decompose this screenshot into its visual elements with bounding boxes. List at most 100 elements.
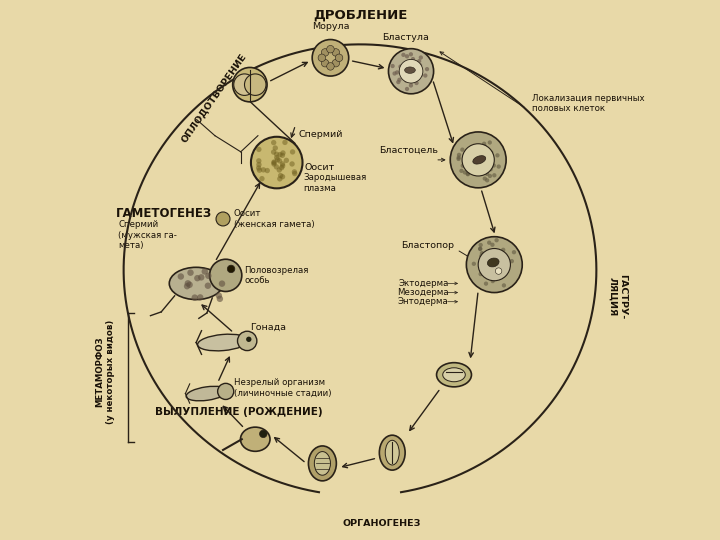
Text: ГАМЕТОГЕНЕЗ: ГАМЕТОГЕНЕЗ (116, 207, 212, 220)
Circle shape (217, 383, 234, 400)
Circle shape (473, 147, 477, 151)
Circle shape (332, 59, 340, 67)
Circle shape (327, 63, 334, 70)
Circle shape (492, 274, 496, 278)
Circle shape (483, 267, 487, 271)
Circle shape (398, 64, 402, 69)
Circle shape (510, 259, 514, 264)
Circle shape (512, 250, 516, 254)
Circle shape (275, 157, 280, 162)
Circle shape (499, 263, 503, 267)
Circle shape (487, 174, 492, 178)
Circle shape (409, 83, 413, 87)
Circle shape (415, 81, 418, 85)
Circle shape (419, 56, 423, 60)
Circle shape (473, 150, 477, 154)
Circle shape (178, 273, 184, 280)
Text: ОПЛОДОТВОРЕНИЕ: ОПЛОДОТВОРЕНИЕ (179, 52, 248, 144)
Circle shape (234, 74, 256, 96)
Circle shape (479, 272, 483, 276)
Circle shape (205, 273, 212, 279)
Circle shape (464, 159, 468, 163)
Circle shape (259, 176, 265, 181)
Circle shape (192, 294, 198, 301)
Circle shape (238, 331, 257, 350)
Ellipse shape (436, 363, 472, 387)
Circle shape (461, 164, 465, 168)
Circle shape (292, 169, 297, 174)
Circle shape (466, 158, 470, 163)
Circle shape (271, 150, 276, 155)
Circle shape (290, 149, 295, 154)
Circle shape (228, 265, 235, 273)
Circle shape (491, 255, 495, 259)
Circle shape (482, 144, 487, 148)
Circle shape (417, 59, 421, 63)
Circle shape (489, 262, 493, 267)
Circle shape (478, 247, 482, 251)
Circle shape (336, 54, 343, 62)
Circle shape (465, 159, 469, 163)
Circle shape (463, 170, 467, 174)
Circle shape (289, 161, 294, 167)
Circle shape (407, 63, 411, 67)
Circle shape (256, 147, 261, 152)
Circle shape (495, 153, 500, 158)
Circle shape (414, 60, 418, 65)
Circle shape (277, 152, 283, 157)
Circle shape (462, 144, 495, 176)
Circle shape (410, 77, 414, 82)
Text: Бластоцель: Бластоцель (379, 146, 438, 154)
Circle shape (469, 163, 474, 167)
Ellipse shape (186, 386, 228, 401)
Circle shape (271, 140, 276, 145)
Circle shape (321, 59, 329, 67)
Ellipse shape (405, 67, 415, 73)
Circle shape (492, 259, 496, 263)
Circle shape (405, 87, 409, 91)
Circle shape (396, 80, 400, 84)
Circle shape (414, 76, 418, 80)
Circle shape (484, 268, 488, 273)
Circle shape (487, 140, 492, 145)
Ellipse shape (240, 427, 270, 451)
Ellipse shape (443, 368, 465, 382)
Text: ДРОБЛЕНИЕ: ДРОБЛЕНИЕ (312, 8, 408, 21)
Circle shape (264, 168, 270, 173)
Circle shape (276, 167, 282, 173)
Text: Мезодерма: Мезодерма (397, 288, 449, 297)
Circle shape (278, 173, 283, 178)
Circle shape (482, 252, 486, 256)
Circle shape (495, 264, 500, 268)
Circle shape (210, 259, 242, 292)
Circle shape (484, 154, 488, 158)
Text: Оосит
(женская гамета): Оосит (женская гамета) (234, 210, 315, 228)
Circle shape (256, 162, 261, 167)
Circle shape (257, 167, 262, 173)
Circle shape (280, 163, 285, 168)
Circle shape (456, 156, 461, 160)
Circle shape (487, 240, 491, 245)
Circle shape (261, 167, 266, 173)
Circle shape (273, 145, 278, 151)
Circle shape (395, 70, 399, 75)
Text: Незрелый организм
(личиночные стадии): Незрелый организм (личиночные стадии) (234, 379, 331, 398)
Circle shape (197, 294, 204, 301)
Circle shape (494, 276, 498, 281)
Circle shape (480, 254, 483, 258)
Circle shape (271, 160, 276, 165)
Circle shape (463, 158, 467, 162)
Circle shape (411, 57, 415, 61)
Text: Бластопор: Бластопор (401, 241, 454, 251)
Circle shape (476, 150, 480, 154)
Circle shape (460, 147, 464, 152)
Circle shape (276, 158, 282, 164)
Circle shape (245, 74, 266, 96)
Circle shape (198, 274, 204, 281)
Circle shape (184, 283, 190, 289)
Text: ГАСТРУ-
ЛЯЦИЯ: ГАСТРУ- ЛЯЦИЯ (608, 274, 628, 320)
Circle shape (485, 172, 489, 176)
Text: Морула: Морула (312, 22, 349, 31)
Circle shape (246, 336, 251, 342)
Circle shape (468, 170, 472, 174)
